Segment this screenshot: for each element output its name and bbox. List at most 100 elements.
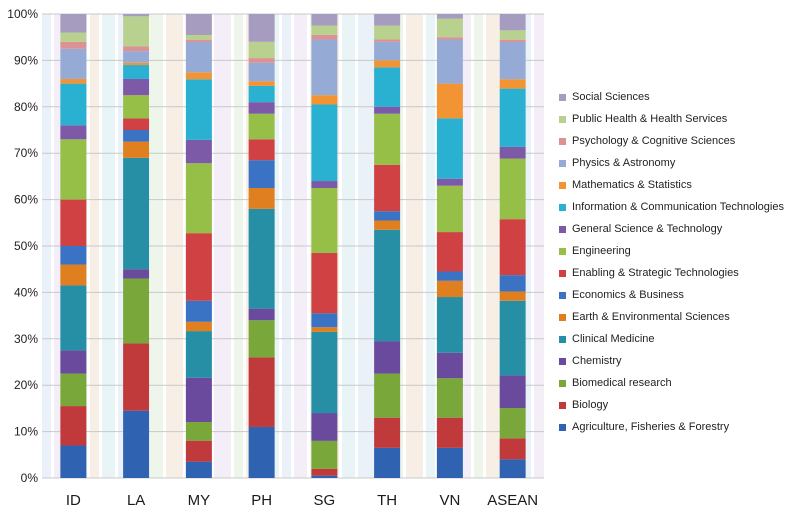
legend-label: Chemistry <box>572 355 622 367</box>
bar-segment <box>60 199 87 246</box>
bar-segment <box>60 350 87 374</box>
bar-segment <box>123 278 150 344</box>
y-tick-label: 60% <box>14 193 38 207</box>
legend-label: Economics & Business <box>572 289 684 301</box>
legend-item: Psychology & Cognitive Sciences <box>559 130 799 152</box>
bar-segment <box>374 447 401 478</box>
bar-segment <box>185 440 212 462</box>
legend-swatch <box>559 225 566 233</box>
legend-item: Social Sciences <box>559 86 799 108</box>
bar-segment <box>499 291 526 301</box>
bar-segment <box>374 341 401 374</box>
bar-segment <box>499 275 526 292</box>
bar-segment <box>499 79 526 89</box>
y-tick-label: 10% <box>14 425 38 439</box>
bar-segment <box>374 220 401 230</box>
legend-item: Economics & Business <box>559 284 799 306</box>
x-axis-category-labels: ID LA MY PH SG TH VN ASEAN <box>66 492 538 509</box>
bar-segment <box>311 468 338 476</box>
bar-segment <box>436 271 463 281</box>
y-tick-label: 100% <box>7 7 38 21</box>
bar-segment <box>60 406 87 446</box>
y-tick-label: 90% <box>14 53 38 67</box>
bar-segment <box>499 41 526 80</box>
bar-segment <box>499 459 526 478</box>
y-axis-tick-labels: 0% 10% 20% 30% 40% 50% 60% 70% 80% 90% 100% <box>7 7 38 485</box>
bars-group <box>60 14 526 478</box>
bar-segment <box>248 14 275 42</box>
legend-swatch <box>559 137 566 145</box>
legend-item: Chemistry <box>559 350 799 372</box>
bar-segment <box>248 208 275 309</box>
bar-segment <box>436 417 463 448</box>
bar-segment <box>374 229 401 342</box>
bar-segment <box>499 375 526 409</box>
y-tick-label: 70% <box>14 146 38 160</box>
legend-swatch <box>559 247 566 255</box>
legend-label: Social Sciences <box>572 91 650 103</box>
bar-segment <box>248 62 275 82</box>
bar-segment <box>436 37 463 40</box>
legend-label: Public Health & Health Services <box>572 113 728 125</box>
bar-segment <box>374 25 401 40</box>
x-tick-label: ASEAN <box>487 492 538 509</box>
bar-segment <box>311 188 338 253</box>
x-tick-label: ID <box>66 492 81 509</box>
bar-segment <box>311 34 338 40</box>
bar-stack <box>374 14 401 478</box>
bar-segment <box>311 181 338 188</box>
bar-segment <box>185 377 212 423</box>
legend-swatch <box>559 291 566 299</box>
bar-segment <box>311 252 338 314</box>
bar-stack <box>123 14 150 478</box>
bar-segment <box>185 39 212 42</box>
legend-label: General Science & Technology <box>572 223 723 235</box>
x-tick-label: SG <box>314 492 336 509</box>
bar-segment <box>436 118 463 179</box>
bar-segment <box>123 269 150 279</box>
legend-swatch <box>559 203 566 211</box>
bar-segment <box>311 413 338 441</box>
bar-segment <box>60 32 87 42</box>
bar-segment <box>185 331 212 378</box>
x-tick-label: TH <box>377 492 397 509</box>
bar-segment <box>248 139 275 161</box>
bar-segment <box>374 67 401 107</box>
bar-segment <box>436 447 463 478</box>
bar-segment <box>499 300 526 376</box>
bar-segment <box>374 39 401 42</box>
bar-segment <box>499 158 526 220</box>
legend-item: Enabling & Strategic Technologies <box>559 262 799 284</box>
bar-segment <box>374 113 401 165</box>
x-tick-label: PH <box>251 492 272 509</box>
bar-segment <box>60 48 87 79</box>
y-tick-label: 20% <box>14 378 38 392</box>
y-tick-label: 40% <box>14 285 38 299</box>
legend-swatch <box>559 379 566 387</box>
legend-swatch <box>559 181 566 189</box>
bar-segment <box>248 426 275 478</box>
legend-swatch <box>559 115 566 123</box>
bar-segment <box>311 475 338 478</box>
bar-segment <box>374 41 401 61</box>
chart-legend: Social Sciences Public Health & Health Se… <box>559 86 799 438</box>
bar-segment <box>123 95 150 119</box>
bar-segment <box>436 39 463 84</box>
bar-segment <box>311 39 338 96</box>
bar-segment <box>60 246 87 265</box>
bar-segment <box>60 264 87 286</box>
bar-segment <box>123 78 150 96</box>
legend-label: Biology <box>572 399 609 411</box>
bar-segment <box>499 88 526 147</box>
bar-segment <box>436 352 463 379</box>
bar-segment <box>311 440 338 469</box>
legend-item: Public Health & Health Services <box>559 108 799 130</box>
legend-label: Engineering <box>572 245 631 257</box>
legend-swatch <box>559 401 566 409</box>
bar-segment <box>311 331 338 414</box>
bar-segment <box>499 438 526 460</box>
bar-segment <box>499 14 526 31</box>
legend-label: Agriculture, Fisheries & Forestry <box>572 421 730 433</box>
bar-segment <box>248 188 275 209</box>
